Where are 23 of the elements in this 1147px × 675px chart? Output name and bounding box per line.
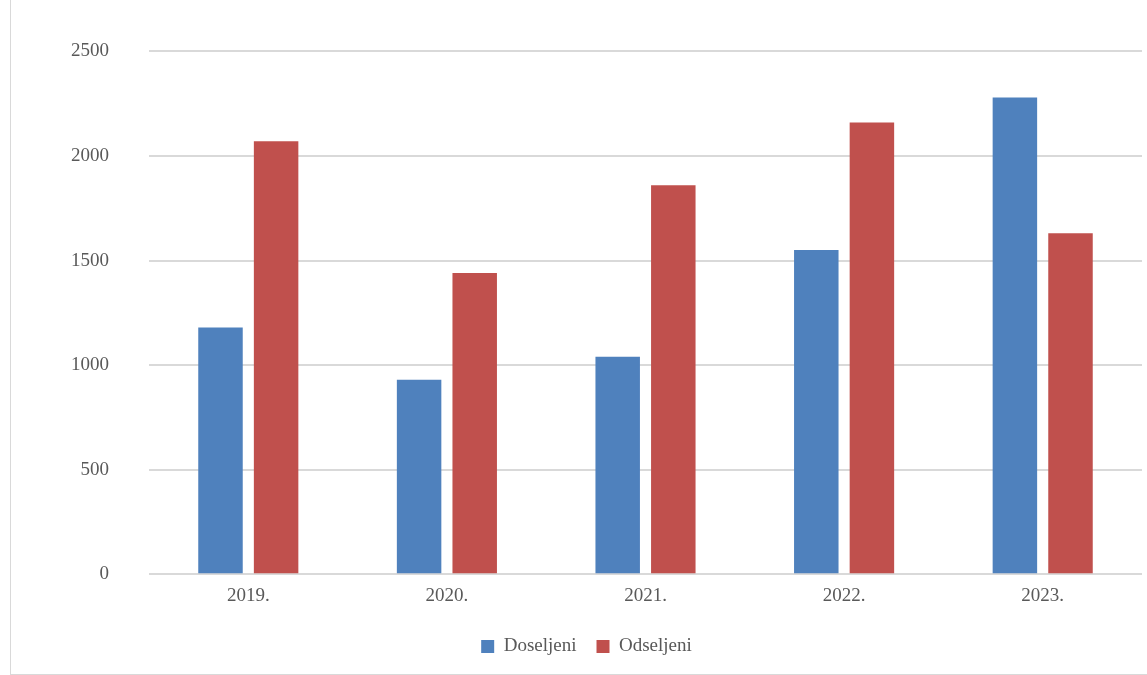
x-tick-label: 2021. [624, 583, 667, 605]
x-tick-label: 2023. [1021, 583, 1065, 605]
y-tick-label: 500 [80, 457, 109, 479]
bar [651, 185, 696, 574]
bar [452, 273, 497, 574]
y-tick-label: 2500 [71, 39, 109, 61]
bar [396, 379, 442, 574]
bar [992, 97, 1038, 574]
y-tick-label: 1000 [71, 353, 109, 375]
bar [595, 356, 640, 574]
x-tick-label: 2022. [822, 583, 866, 605]
bar [794, 250, 839, 574]
y-tick-label: 1500 [71, 248, 109, 270]
bar [1048, 233, 1093, 574]
legend-label: Doseljeni [503, 634, 577, 656]
bar [849, 122, 895, 574]
x-tick-label: 2019. [226, 583, 270, 605]
x-tick-label: 2020. [425, 583, 469, 605]
y-tick-label: 0 [99, 562, 109, 584]
bar [253, 141, 299, 574]
y-tick-label: 2000 [71, 143, 109, 165]
legend-label: Odseljeni [619, 634, 692, 656]
bar [198, 327, 243, 574]
